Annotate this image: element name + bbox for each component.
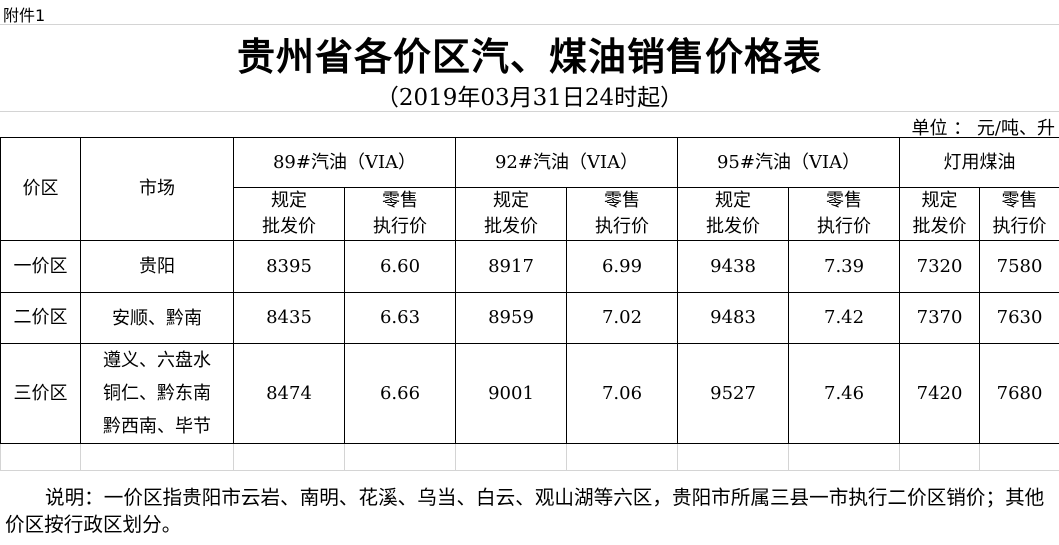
price-cell: 9438 [677,240,790,293]
price-cell: 9001 [455,343,568,444]
subheader-cell: 零售 执行价 [788,187,901,241]
title: 贵州省各价区汽、煤油销售价格表 [236,34,822,79]
zone-cell: 一价区 [0,240,81,293]
price-cell: 7580 [979,240,1059,293]
subheader-line: 批发价 [262,216,316,237]
data-row: 一价区 贵阳 8395 6.60 8917 6.99 9438 7.39 7320 7580 [0,240,1059,293]
subheader-cell: 规定 批发价 [455,187,568,241]
zone-cell: 二价区 [0,292,81,344]
market: 安顺、黔南 [112,307,202,329]
subheader-line: 零售 [382,190,418,211]
empty-cell [566,443,679,471]
subheader-line: 执行价 [992,216,1047,237]
market-cell: 安顺、黔南 [80,292,234,344]
empty-cell [0,443,81,471]
group-header: 灯用煤油 [899,137,1059,188]
price-cell: 6.66 [343,343,457,444]
subheader-line: 规定 [921,190,958,211]
price-cell: 6.99 [566,240,679,293]
empty-cell [233,443,345,471]
price-cell: 7370 [899,292,981,344]
price-cell: 7630 [979,292,1059,344]
price-cell: 8395 [233,240,345,293]
price-cell: 8959 [455,292,568,344]
subheader-line: 执行价 [373,216,427,237]
empty-cell [343,443,457,471]
empty-cell [80,443,234,471]
empty-cell [677,443,790,471]
subheader-cell: 零售 执行价 [343,187,457,241]
subheader-cell: 规定 批发价 [233,187,345,241]
market: 遵义、六盘水 [103,350,211,371]
price-cell: 7.02 [566,292,679,344]
subheader-cell: 规定 批发价 [677,187,790,241]
subheader-line: 零售 [1001,190,1038,211]
note: 说明：一价区指贵阳市云岩、南明、花溪、乌当、白云、观山湖等六区，贵阳市所属三县一… [5,486,1045,536]
price-cell: 8435 [233,292,345,344]
grid-line [0,24,1059,25]
grid-line [0,111,1059,112]
data-row: 三价区 遵义、六盘水 铜仁、黔东南 黔西南、毕节 8474 6.66 9001 7.06 952… [0,343,1059,444]
subheader-cell: 零售 执行价 [566,187,679,241]
price-table: 价区 市场 89#汽油（VIA） 92#汽油（VIA） 95#汽油（VIA） 灯用煤油 规定… [0,137,1059,471]
subheader-line: 执行价 [817,216,872,237]
group-header: 89#汽油（VIA） [232,137,457,188]
market: 铜仁、黔东南 [103,383,211,404]
market: 贵阳 [139,256,175,277]
price-cell: 7680 [979,343,1059,444]
subheader-line: 零售 [604,190,641,211]
market-cell: 贵阳 [80,240,234,293]
price-cell: 8917 [455,240,568,293]
subheader-line: 规定 [493,190,530,211]
subheader-line: 批发价 [484,216,539,237]
subheader-line: 批发价 [912,216,967,237]
subheader-line: 规定 [715,190,752,211]
empty-cell [788,443,901,471]
price-cell: 7420 [899,343,981,444]
price-cell: 9483 [677,292,790,344]
unit: 单位 ： 元/吨、升 [911,118,1055,139]
empty-row [0,443,1059,471]
subheader-line: 规定 [271,190,307,211]
subheader-line: 批发价 [706,216,761,237]
header-row: 价区 市场 89#汽油（VIA） 92#汽油（VIA） 95#汽油（VIA） 灯用煤油 [0,137,1059,241]
data-row: 二价区 安顺、黔南 8435 6.63 8959 7.02 9483 7.42 7370 7630 [0,292,1059,344]
price-cell: 9527 [677,343,790,444]
group-header: 92#汽油（VIA） [455,137,679,188]
empty-cell [979,443,1059,471]
price-cell: 7.39 [788,240,901,293]
subheader-line: 零售 [826,190,863,211]
price-cell: 6.60 [343,240,457,293]
subheader-line: 执行价 [595,216,650,237]
price-cell: 7320 [899,240,981,293]
price-cell: 7.46 [788,343,901,444]
empty-cell [455,443,568,471]
header-cell: 市场 [80,137,234,241]
header-cell: 价区 [0,137,81,241]
price-cell: 8474 [233,343,345,444]
subheader-cell: 零售 执行价 [979,187,1059,241]
subtitle: （2019年03月31日24时起） [375,85,684,111]
subheader-cell: 规定 批发价 [899,187,981,241]
market: 黔西南、毕节 [103,416,211,437]
zone-cell: 三价区 [0,343,81,444]
price-cell: 7.42 [788,292,901,344]
price-cell: 6.63 [343,292,457,344]
attachment-label: 附件1 [3,6,46,25]
subheader-row: 规定 批发价 零售 执行价 规定 批发价 零售 执行价 规定 批发价 零售 执行价 规定 批发价 零售 执行价 [1,187,1059,241]
price-cell: 7.06 [566,343,679,444]
empty-cell [899,443,981,471]
group-header: 95#汽油（VIA） [677,137,901,188]
market-cell: 遵义、六盘水 铜仁、黔东南 黔西南、毕节 [80,343,234,444]
